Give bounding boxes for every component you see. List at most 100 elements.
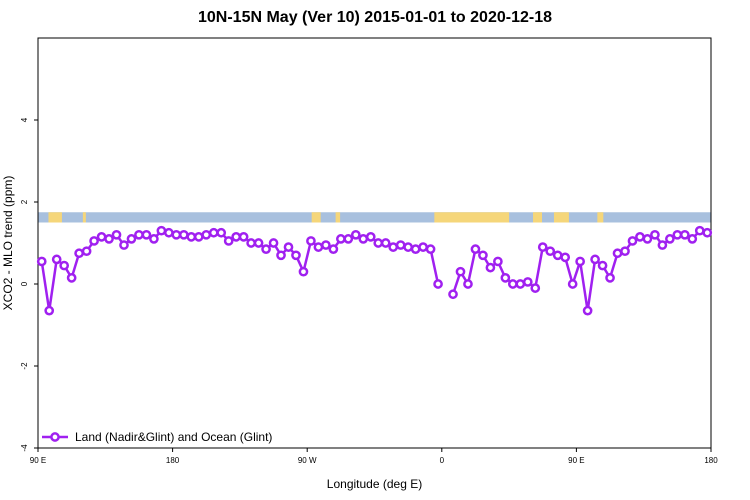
- land-patch: [82, 212, 86, 223]
- land-patch: [335, 212, 341, 223]
- data-point: [620, 246, 630, 257]
- map-strip: [38, 212, 711, 223]
- land-patch: [311, 212, 321, 223]
- data-point: [478, 250, 488, 261]
- data-point: [44, 305, 55, 316]
- legend-marker: [50, 432, 60, 442]
- data-point: [672, 229, 683, 240]
- axes: 90 E 180 90 W 0 90 E 180 -4 -2 0 2 4 Longitude (deg…: [1, 117, 718, 491]
- data-point: [81, 246, 92, 257]
- data-point: [164, 227, 174, 238]
- data-point: [66, 273, 77, 283]
- data-point: [51, 254, 62, 265]
- land-patch: [553, 212, 569, 223]
- data-point: [635, 232, 645, 242]
- data-point: [388, 242, 399, 252]
- data-point: [485, 262, 496, 273]
- x-tick-label: 180: [704, 456, 718, 465]
- data-point: [306, 236, 316, 246]
- legend: Land (Nadir&Glint) and Ocean (Glint): [42, 430, 272, 444]
- data-point: [238, 232, 249, 242]
- data-point: [253, 238, 264, 248]
- data-point: [694, 225, 705, 236]
- data-point: [59, 260, 70, 271]
- data-point: [186, 232, 197, 242]
- data-point: [612, 248, 623, 259]
- data-point: [522, 277, 533, 287]
- data-point: [552, 250, 563, 261]
- data-point: [493, 256, 503, 267]
- x-tick-label: 90 E: [568, 456, 584, 465]
- data-point: [328, 244, 339, 254]
- y-tick-label: -2: [20, 362, 29, 370]
- data-point: [418, 242, 428, 252]
- data-point: [575, 256, 585, 267]
- data-point: [276, 250, 286, 261]
- data-point: [343, 234, 354, 244]
- data-point: [171, 229, 182, 240]
- data-point: [313, 242, 324, 252]
- y-tick-label: 4: [20, 117, 29, 122]
- data-point: [500, 273, 511, 283]
- data-point: [515, 279, 526, 289]
- chart-title: 10N-15N May (Ver 10) 2015-01-01 to 2020-…: [198, 9, 552, 26]
- data-point: [410, 244, 421, 254]
- legend-label: Land (Nadir&Glint) and Ocean (Glint): [75, 430, 272, 444]
- data-point: [358, 234, 369, 244]
- data-point: [141, 229, 152, 240]
- data-point: [119, 240, 129, 250]
- data-point: [403, 242, 413, 252]
- y-tick-label: -4: [20, 444, 29, 452]
- data-point: [149, 234, 159, 244]
- data-point: [507, 279, 518, 289]
- data-point: [231, 232, 242, 242]
- data-point: [126, 234, 137, 244]
- data-point: [74, 248, 84, 259]
- data-point: [679, 229, 690, 240]
- data-point: [657, 240, 668, 250]
- data-point: [567, 279, 578, 289]
- data-series: [36, 225, 713, 316]
- data-point: [208, 227, 219, 238]
- data-point: [380, 238, 391, 248]
- data-point: [321, 240, 331, 250]
- data-point: [283, 242, 294, 252]
- data-point: [560, 252, 571, 263]
- data-point: [216, 227, 227, 238]
- data-point: [261, 244, 271, 254]
- data-point: [545, 246, 556, 257]
- y-tick-label: 0: [20, 281, 29, 286]
- data-point: [448, 289, 458, 300]
- data-point: [470, 244, 481, 254]
- plot-frame: [37, 37, 712, 449]
- data-point: [336, 234, 346, 244]
- data-point: [590, 254, 600, 265]
- data-point: [597, 260, 608, 271]
- x-tick-label: 180: [166, 456, 180, 465]
- data-point: [395, 240, 406, 250]
- data-point: [298, 266, 309, 277]
- data-point: [178, 229, 189, 240]
- data-point: [463, 279, 473, 289]
- data-point: [291, 250, 301, 261]
- y-axis-title: XCO2 - MLO trend (ppm): [1, 176, 15, 311]
- data-point: [702, 227, 713, 238]
- x-tick-label: 0: [440, 456, 445, 465]
- data-point: [246, 238, 256, 248]
- data-point: [36, 256, 47, 267]
- data-point: [350, 229, 361, 240]
- land-patch: [533, 212, 543, 223]
- x-axis-title: Longitude (deg E): [327, 477, 422, 491]
- y-tick-label: 2: [20, 199, 29, 204]
- data-point: [111, 229, 122, 240]
- data-point: [687, 234, 698, 244]
- x-tick-label: 90 W: [298, 456, 317, 465]
- data-point: [156, 225, 167, 236]
- land-patch: [48, 212, 62, 223]
- data-point: [433, 279, 443, 289]
- data-point: [665, 234, 675, 244]
- data-point: [193, 232, 204, 242]
- data-point: [530, 283, 541, 293]
- land-patch: [434, 212, 510, 223]
